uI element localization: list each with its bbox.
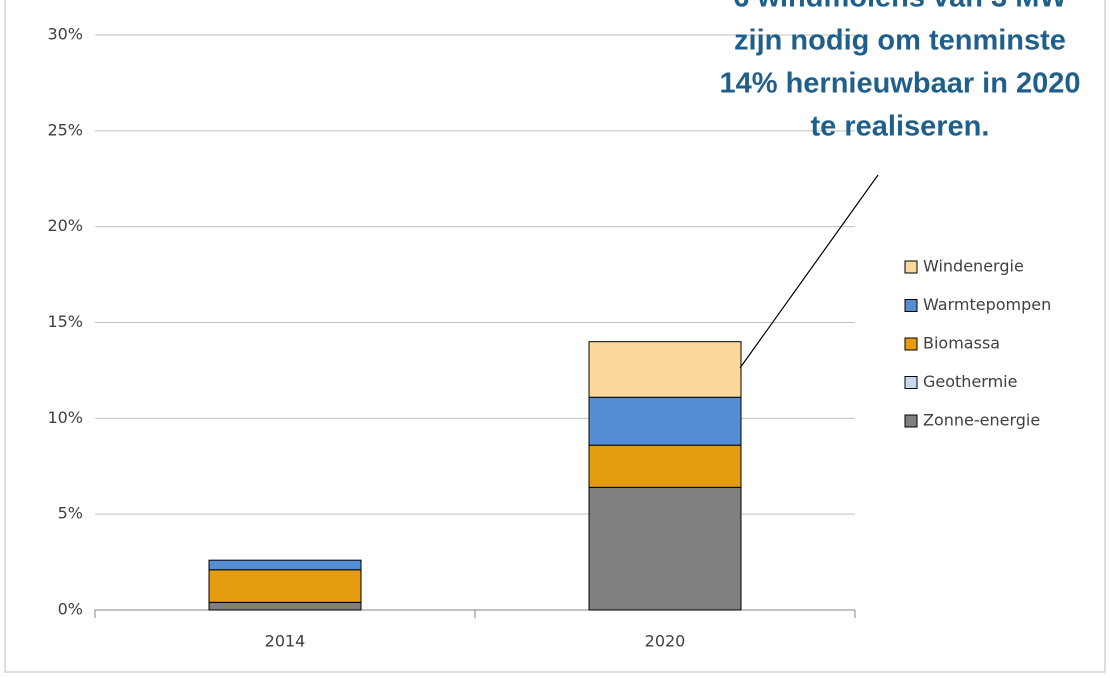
bar-segment (208, 601, 362, 611)
legend-label: Windenergie (923, 257, 1024, 276)
legend-swatch (904, 299, 918, 312)
y-tick-label: 20% (47, 216, 83, 235)
legend-label: Zonne-energie (923, 411, 1040, 430)
bar-segment (208, 559, 362, 571)
legend-label: Warmtepompen (923, 295, 1051, 314)
annotation-line (739, 174, 879, 369)
bar-segment (588, 396, 742, 446)
legend-swatch (904, 414, 918, 428)
annotation-text: te realiseren. (811, 111, 990, 143)
legend-swatch (904, 260, 918, 274)
chart-border (4, 0, 1106, 673)
annotation-text: zijn nodig om tenminste (734, 25, 1066, 57)
y-tick-label: 25% (47, 120, 83, 139)
y-tick-label: 5% (58, 504, 83, 523)
y-tick-label: 30% (47, 25, 83, 44)
legend-swatch (904, 376, 918, 389)
bar-segment (588, 444, 742, 488)
y-tick-label: 15% (47, 312, 83, 331)
legend-label: Geothermie (923, 372, 1017, 391)
y-tick-label: 0% (58, 600, 83, 619)
x-tick-label: 2014 (265, 632, 306, 651)
annotation-text: 6 windmolens van 3 MW (733, 0, 1067, 14)
bar-segment (208, 569, 362, 603)
annotation-text: 14% hernieuwbaar in 2020 (719, 68, 1080, 100)
x-tick-label: 2020 (645, 632, 686, 651)
legend-swatch (904, 337, 918, 351)
bar-segment (588, 486, 742, 611)
y-tick-label: 10% (47, 408, 83, 427)
legend-label: Biomassa (923, 334, 1000, 353)
bar-segment (588, 341, 742, 398)
